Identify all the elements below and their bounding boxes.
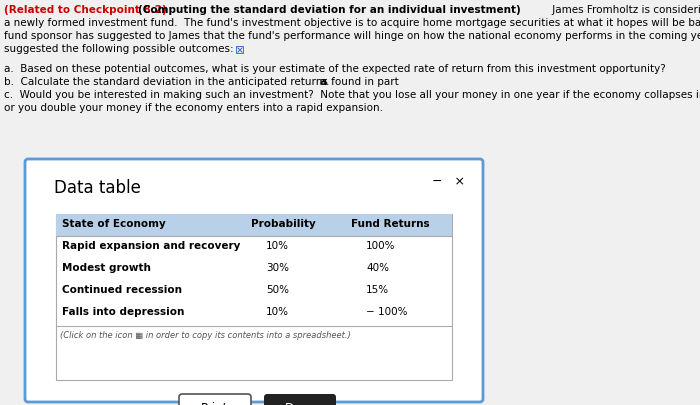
Bar [56, 215, 452, 380]
Text: 50%: 50% [266, 284, 289, 294]
Text: 30%: 30% [266, 262, 289, 272]
Text: a.  Based on these potential outcomes, what is your estimate of the expected rat: a. Based on these potential outcomes, wh… [4, 64, 666, 74]
Text: a: a [320, 77, 327, 87]
FancyBboxPatch shape [179, 394, 251, 405]
Text: 40%: 40% [366, 262, 389, 272]
Text: State of Economy: State of Economy [62, 218, 166, 228]
Bar [56, 215, 452, 237]
Text: James Fromholtz is considering whether to invest in: James Fromholtz is considering whether t… [549, 5, 700, 15]
Text: Data table: Data table [54, 179, 141, 196]
Text: − 100%: − 100% [366, 306, 407, 316]
Text: Probability: Probability [251, 218, 316, 228]
Text: 15%: 15% [366, 284, 389, 294]
Text: b.  Calculate the standard deviation in the anticipated returns found in part: b. Calculate the standard deviation in t… [4, 77, 402, 87]
Text: or you double your money if the economy enters into a rapid expansion.: or you double your money if the economy … [4, 103, 383, 113]
Text: Rapid expansion and recovery: Rapid expansion and recovery [62, 241, 240, 250]
Text: (Computing the standard deviation for an individual investment): (Computing the standard deviation for an… [138, 5, 521, 15]
Text: Continued recession: Continued recession [62, 284, 182, 294]
Text: Fund Returns: Fund Returns [351, 218, 430, 228]
FancyBboxPatch shape [264, 394, 336, 405]
Text: fund sponsor has suggested to James that the fund's performance will hinge on ho: fund sponsor has suggested to James that… [4, 31, 700, 41]
Text: 10%: 10% [266, 306, 289, 316]
FancyBboxPatch shape [25, 160, 483, 402]
Text: a newly formed investment fund.  The fund's investment objective is to acquire h: a newly formed investment fund. The fund… [4, 18, 700, 28]
Text: Modest growth: Modest growth [62, 262, 151, 272]
Text: c.  Would you be interested in making such an investment?  Note that you lose al: c. Would you be interested in making suc… [4, 90, 700, 100]
Text: (Click on the icon ▦ in order to copy its contents into a spreadsheet.): (Click on the icon ▦ in order to copy it… [60, 330, 351, 339]
Text: ⊠: ⊠ [235, 44, 245, 57]
Text: (Related to Checkpoint 8.2): (Related to Checkpoint 8.2) [4, 5, 167, 15]
Text: suggested the following possible outcomes:: suggested the following possible outcome… [4, 44, 234, 54]
Text: 10%: 10% [266, 241, 289, 250]
Text: Done: Done [284, 401, 316, 405]
Text: Falls into depression: Falls into depression [62, 306, 184, 316]
Text: −   ×: − × [432, 175, 465, 188]
Text: 100%: 100% [366, 241, 396, 250]
Text: Print: Print [202, 401, 229, 405]
Text: .: . [326, 77, 330, 87]
